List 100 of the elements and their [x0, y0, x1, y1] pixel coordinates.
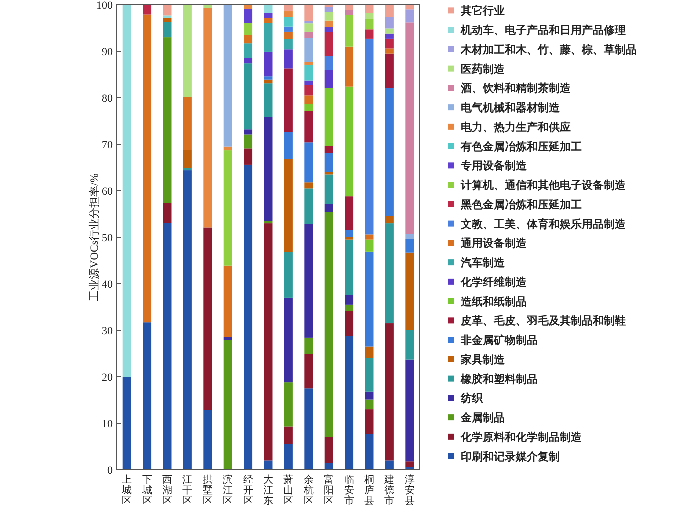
- bar: [264, 52, 273, 77]
- x-tick-label: 桐庐县: [364, 474, 374, 507]
- bar: [163, 203, 172, 224]
- bar: [183, 168, 192, 171]
- bar: [345, 46, 354, 87]
- bar: [406, 252, 414, 330]
- bar: [304, 338, 314, 354]
- y-tick-label: 0: [108, 465, 114, 477]
- bar: [264, 13, 273, 18]
- bar: [345, 240, 354, 296]
- bar: [183, 5, 192, 98]
- bar: [284, 444, 293, 470]
- bar: [304, 38, 314, 62]
- legend-label: 木材加工和木、竹、藤、棕、草制品: [460, 43, 637, 56]
- bar: [304, 85, 314, 96]
- bar: [264, 5, 273, 14]
- y-tick-label: 50: [102, 232, 114, 244]
- bar: [365, 240, 374, 252]
- x-tick-label: 富阳区: [324, 474, 334, 507]
- legend-label: 其它行业: [460, 4, 505, 18]
- bar: [304, 24, 314, 32]
- bar: [365, 30, 374, 39]
- bar: [264, 460, 273, 470]
- bar: [284, 12, 293, 18]
- bar: [385, 88, 394, 216]
- bar: [264, 76, 273, 80]
- x-tick-label: 经开区: [243, 474, 254, 507]
- bar: [345, 86, 354, 197]
- bar: [224, 337, 232, 340]
- bar: [365, 392, 374, 400]
- legend-label: 印刷和记录媒介复制: [461, 450, 560, 464]
- bar: [143, 14, 152, 323]
- bar: [244, 64, 253, 130]
- bar: [385, 34, 394, 39]
- bar: [304, 5, 314, 22]
- bar: [163, 16, 172, 18]
- bar: [406, 462, 414, 468]
- bar: [163, 18, 172, 22]
- bar: [264, 23, 273, 52]
- bar: [304, 104, 314, 112]
- bar: [264, 84, 273, 118]
- bar: [304, 388, 314, 470]
- bar: [324, 20, 334, 28]
- legend-label: 汽车制造: [460, 256, 506, 270]
- bar: [385, 28, 394, 34]
- bar: [224, 5, 232, 147]
- bar: [284, 298, 293, 383]
- bar: [284, 382, 293, 427]
- x-tick-label: 临安市: [344, 474, 354, 507]
- x-tick-label: 大江东: [264, 474, 274, 507]
- bar: [345, 311, 354, 336]
- bar: [264, 117, 273, 222]
- legend-label: 化学纤维制造: [460, 276, 528, 289]
- bar: [406, 234, 414, 240]
- bar: [324, 12, 334, 21]
- bar: [122, 377, 132, 470]
- legend-label: 计算机、通信和其他电子设备制造: [460, 179, 627, 192]
- y-tick-label: 80: [102, 93, 114, 105]
- bar: [385, 48, 394, 54]
- y-tick-label: 60: [102, 186, 114, 198]
- bar: [385, 5, 394, 18]
- bar: [324, 146, 334, 154]
- bar: [163, 223, 172, 470]
- bar: [264, 18, 273, 24]
- bar: [204, 410, 212, 470]
- legend-label: 黑色金属冶炼和压延加工: [460, 198, 582, 212]
- x-tick-label: 江干区: [182, 474, 193, 507]
- y-tick-label: 10: [102, 418, 114, 430]
- y-tick-label: 30: [102, 326, 114, 338]
- bar: [406, 360, 414, 462]
- bar: [324, 7, 334, 12]
- bar: [284, 426, 293, 444]
- bar: [284, 50, 293, 69]
- bar: [324, 204, 334, 212]
- bar: [345, 15, 354, 47]
- legend-label: 皮革、毛皮、羽毛及其制品和制鞋: [460, 314, 626, 328]
- x-tick-label: 建德市: [384, 474, 395, 507]
- y-tick-label: 100: [96, 0, 114, 12]
- bar: [224, 340, 232, 470]
- bar: [406, 239, 414, 253]
- bar: [183, 97, 192, 150]
- bar: [122, 5, 132, 377]
- bar: [244, 148, 253, 165]
- bar: [365, 434, 374, 470]
- bar: [304, 354, 314, 389]
- bar: [264, 224, 273, 461]
- bar: [324, 463, 334, 470]
- bar: [183, 170, 192, 470]
- bar: [324, 27, 334, 32]
- x-tick-label: 下城区: [141, 475, 152, 507]
- y-tick-label: 70: [102, 140, 114, 152]
- bar: [204, 228, 212, 410]
- bar: [385, 54, 394, 88]
- x-tick-label: 滨江区: [223, 474, 234, 507]
- bar: [324, 437, 334, 464]
- bar: [324, 32, 334, 56]
- bar: [365, 400, 374, 410]
- bar: [284, 26, 293, 32]
- y-tick-label: 90: [102, 46, 114, 58]
- legend-label: 机动车、电子产品和日用产品修理: [460, 24, 626, 38]
